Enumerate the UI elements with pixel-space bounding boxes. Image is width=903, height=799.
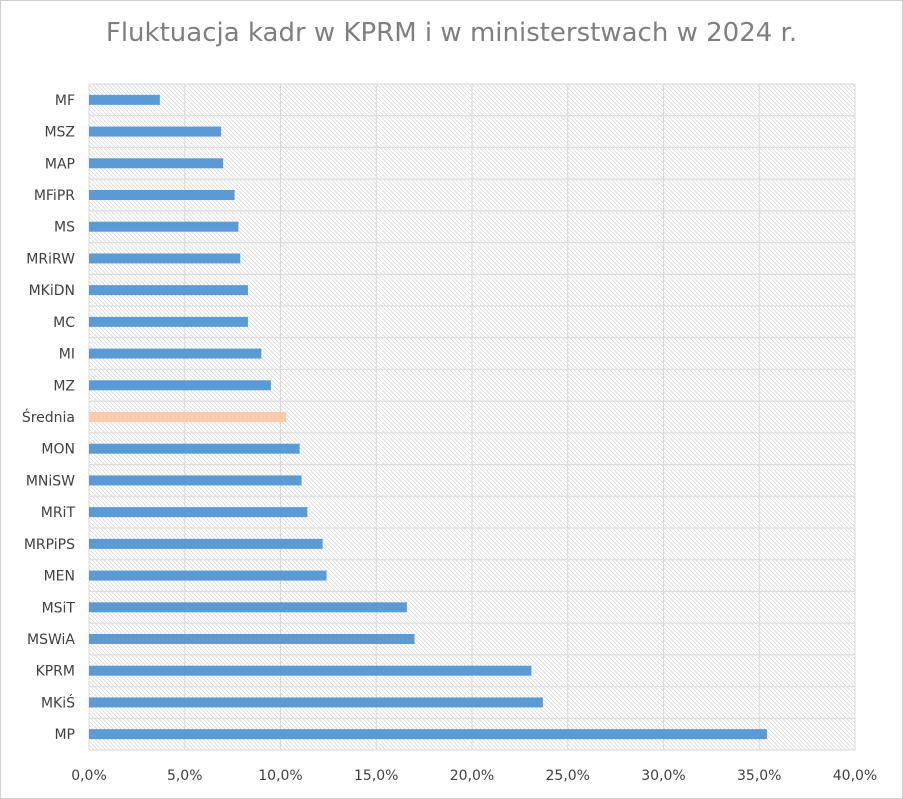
bar-mkidn [89, 285, 248, 296]
bar-msit [89, 602, 407, 613]
category-label: MKiŚ [41, 693, 75, 711]
category-label: MC [53, 315, 75, 331]
x-tick-label: 30,0% [641, 768, 685, 784]
category-label: MRiT [41, 505, 76, 521]
x-tick-label: 40,0% [833, 768, 877, 784]
chart-title: Fluktuacja kadr w KPRM i w ministerstwac… [105, 18, 798, 48]
category-label: KPRM [36, 664, 75, 680]
bar-msz [89, 126, 222, 137]
category-label: Średnia [22, 408, 75, 426]
bar-mrpips [89, 538, 323, 549]
x-tick-label: 10,0% [258, 768, 302, 784]
bar-men [89, 570, 327, 581]
category-label: MKiDN [29, 283, 75, 299]
x-tick-label: 20,0% [450, 768, 494, 784]
category-label: MEN [44, 569, 75, 585]
bar-mp [89, 729, 767, 740]
bar-mnisw [89, 475, 302, 486]
bar-mon [89, 443, 300, 454]
category-label: MZ [53, 378, 75, 394]
x-tick-label: 25,0% [546, 768, 590, 784]
bar-mrit [89, 507, 308, 518]
category-label: MI [59, 347, 75, 363]
x-tick-label: 15,0% [354, 768, 398, 784]
category-label: MFiPR [34, 188, 75, 204]
bar-ms [89, 221, 239, 232]
bar-mf [89, 94, 160, 105]
bar-map [89, 158, 224, 169]
bar-mi [89, 348, 262, 359]
bar-mkiś [89, 697, 543, 708]
category-labels: MF MSZ MAP MFiPR MS MRiRW MKiDN MC MI MZ Średnia MO… [22, 93, 76, 743]
category-label: MF [55, 93, 75, 109]
x-tick-labels: 0,0% 5,0% 10,0% 15,0% 20,0% 25,0% 30,0% 35,0% 40… [71, 768, 877, 784]
x-tick-label: 5,0% [167, 768, 203, 784]
category-label: MS [54, 220, 75, 236]
category-label: MAP [45, 156, 75, 172]
bar-mc [89, 316, 248, 327]
category-label: MRPiPS [24, 537, 75, 553]
category-label: MSZ [44, 125, 75, 141]
bar-mfipr [89, 190, 235, 200]
category-label: MP [54, 727, 75, 743]
x-tick-label: 0,0% [71, 768, 107, 784]
bar-mrirw [89, 253, 241, 264]
bar-kprm [89, 665, 532, 676]
category-label: MSiT [42, 600, 76, 616]
bar-średnia [89, 412, 287, 422]
bar-mswia [89, 634, 415, 644]
category-label: MSWiA [27, 632, 75, 648]
bar-mz [89, 380, 271, 391]
bars [89, 94, 767, 740]
x-tick-label: 35,0% [737, 768, 781, 784]
category-label: MNiSW [26, 473, 75, 489]
category-label: MON [41, 442, 75, 458]
category-label: MRiRW [26, 251, 75, 267]
